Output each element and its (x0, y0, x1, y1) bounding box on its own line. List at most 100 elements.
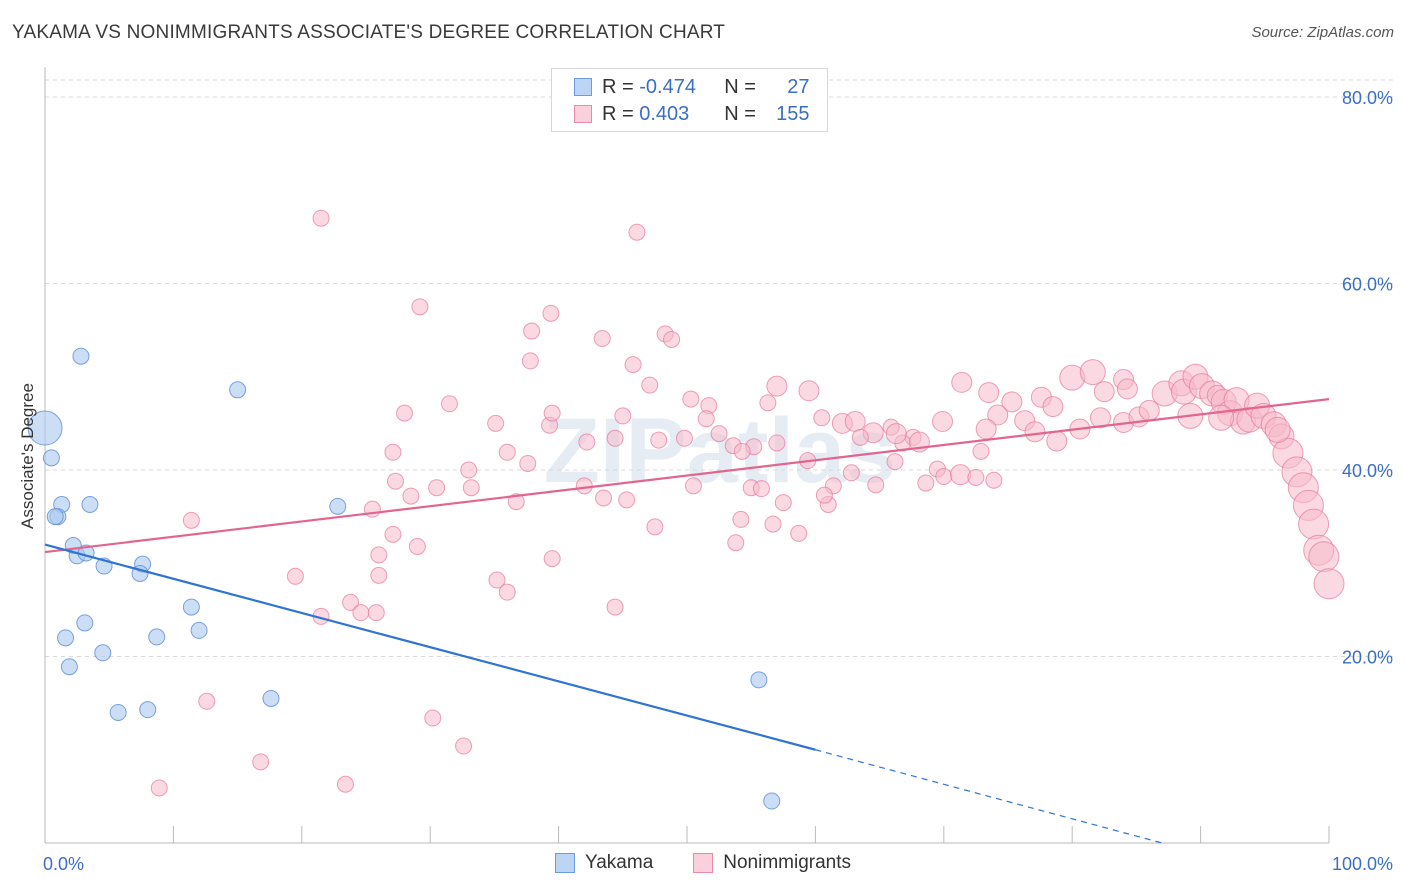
yakama-point (229, 381, 247, 399)
x-tick-label: 0.0% (43, 854, 84, 874)
nonimmigrants-point (352, 604, 370, 622)
n-value: 155 (776, 102, 810, 125)
yakama-point (27, 410, 63, 446)
trend-lines (44, 398, 1330, 844)
yakama-point (76, 614, 94, 632)
nonimmigrants-point (336, 775, 354, 793)
yakama-trend-line (44, 543, 816, 751)
nonimmigrants-point (774, 494, 792, 512)
nonimmigrants-point (411, 298, 429, 316)
nonimmigrants-point (987, 404, 1009, 426)
yakama-point (750, 671, 768, 689)
nonimmigrants-point (727, 534, 745, 552)
y-tick-label: 40.0% (1342, 461, 1393, 481)
nonimmigrants-point (342, 593, 360, 611)
nonimmigrants-point (384, 525, 402, 543)
nonimmigrants-point (387, 472, 405, 490)
nonimmigrants-point (935, 468, 953, 486)
yakama-point (329, 497, 347, 515)
nonimmigrants-point (815, 486, 833, 504)
nonimmigrants-point (1208, 404, 1235, 431)
nonimmigrants-point (682, 390, 700, 408)
r-label: R = (602, 102, 634, 125)
nonimmigrants-point (624, 356, 642, 374)
legend-item-nonimmigrants[interactable]: Nonimmigrants (693, 852, 851, 874)
y-tick-label: 60.0% (1342, 275, 1393, 295)
nonimmigrants-point (675, 429, 693, 447)
yakama-point (42, 449, 60, 467)
nonimmigrants-point (641, 376, 659, 394)
legend-row-yakama: R = -0.474 N = 27 (574, 74, 810, 100)
source-label: Source: ZipAtlas.com (1251, 24, 1394, 41)
yakama-trend-extension (815, 749, 1163, 844)
nonimmigrants-point (759, 394, 777, 412)
r-label: R = (602, 75, 634, 98)
nonimmigrants-point (1138, 399, 1160, 421)
nonimmigrants-point (917, 474, 935, 492)
nonimmigrants-point (198, 692, 216, 710)
nonimmigrants-point (1298, 508, 1330, 540)
nonimmigrants-point (1313, 568, 1345, 600)
nonimmigrants-point (1079, 359, 1106, 386)
nonimmigrants-point (949, 464, 971, 486)
yakama-swatch (574, 78, 592, 96)
yakama-point (763, 792, 781, 810)
nonimmigrants-point (460, 461, 478, 479)
nonimmigrants-point (975, 418, 997, 440)
y-tick-labels: 20.0% 40.0% 60.0% 80.0% (1342, 88, 1393, 668)
r-value: -0.474 (639, 75, 696, 98)
nonimmigrants-point (663, 330, 681, 348)
nonimmigrants-point (593, 330, 611, 348)
nonimmigrants-point (370, 566, 388, 584)
nonimmigrants-point (766, 375, 788, 397)
nonimmigrants-point (286, 567, 304, 585)
nonimmigrants-point (606, 429, 624, 447)
nonimmigrants-point (578, 433, 596, 451)
nonimmigrants-point (252, 753, 270, 771)
yakama-point (72, 347, 90, 365)
yakama-point (148, 628, 166, 646)
n-label: N = (724, 102, 756, 125)
nonimmigrants-point (614, 407, 632, 425)
nonimmigrants-point (985, 471, 1003, 489)
nonimmigrants-point (455, 737, 473, 755)
x-tick-label: 100.0% (1332, 854, 1393, 874)
nonimmigrants-point (507, 493, 525, 511)
legend-item-yakama[interactable]: Yakama (554, 852, 653, 874)
correlation-legend: R = -0.474 N = 27 R = 0.403 N = 155 (551, 68, 828, 132)
yakama-point (139, 701, 157, 719)
y-axis-label: Associate's Degree (18, 383, 37, 529)
nonimmigrants-point (932, 411, 954, 433)
nonimmigrants-point (440, 395, 458, 413)
nonimmigrants-point (424, 709, 442, 727)
r-value: 0.403 (639, 102, 690, 125)
nonimmigrants-point (618, 491, 636, 509)
nonimmigrants-point (790, 524, 808, 542)
nonimmigrants-point (885, 423, 907, 445)
nonimmigrants-point (842, 464, 860, 482)
nonimmigrants-point (886, 453, 904, 471)
nonimmigrants-point (951, 371, 973, 393)
nonimmigrants-point (606, 598, 624, 616)
nonimmigrants-point (595, 489, 613, 507)
nonimmigrants-point (312, 209, 330, 227)
nonimmigrants-swatch (693, 853, 714, 873)
y-tick-label: 20.0% (1342, 648, 1393, 668)
nonimmigrants-point (487, 414, 505, 432)
nonimmigrants-point (498, 443, 516, 461)
nonimmigrants-point (1264, 416, 1291, 443)
yakama-point (81, 496, 99, 514)
nonimmigrants-point (851, 428, 869, 446)
yakama-swatch (554, 853, 575, 873)
yakama-point (182, 598, 200, 616)
nonimmigrants-point (1024, 421, 1046, 443)
nonimmigrants-point (408, 537, 426, 555)
yakama-point (46, 508, 64, 526)
yakama-points (27, 347, 781, 810)
yakama-point (94, 644, 112, 662)
nonimmigrants-point (768, 434, 786, 452)
x-tick-labels: 0.0% 100.0% (43, 854, 1393, 874)
nonimmigrants-point (733, 442, 751, 460)
legend-row-nonimmigrants: R = 0.403 N = 155 (574, 101, 810, 127)
